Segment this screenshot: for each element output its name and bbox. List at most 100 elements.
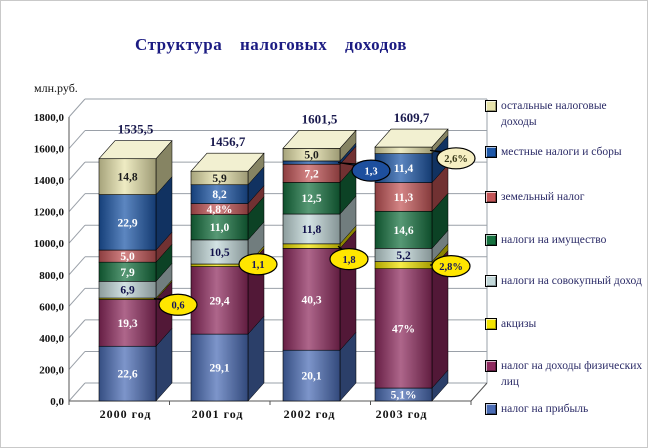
bar-segment bbox=[98, 345, 157, 402]
callout-0,6: 0,6 bbox=[153, 293, 198, 316]
segment-value-label: 40,3 bbox=[301, 294, 321, 306]
segment-value-label: 47% bbox=[392, 323, 415, 335]
bar-top-face bbox=[98, 140, 173, 160]
bar-segment bbox=[190, 214, 249, 241]
segment-value-label: 14,8 bbox=[117, 172, 137, 184]
legend-item: налоги на совокупный доход bbox=[485, 273, 645, 289]
bar-segment bbox=[190, 239, 249, 265]
legend-swatch-icon bbox=[485, 146, 497, 158]
segment-value-label: 11,8 bbox=[302, 224, 322, 236]
y-tick-label: 800,0 bbox=[39, 270, 64, 282]
segment-value-label: 5,1% bbox=[391, 390, 417, 402]
gridline-connector bbox=[68, 161, 86, 181]
bar-segment bbox=[190, 266, 249, 335]
segment-value-label: 19,3 bbox=[117, 318, 137, 330]
bar-segment bbox=[374, 146, 433, 154]
legend-item: местные налоги и сборы bbox=[485, 144, 645, 160]
bar-total-label: 1609,7 bbox=[394, 110, 430, 125]
callout-1,1: 1,1 bbox=[238, 253, 278, 276]
y-tick-label: 1000,0 bbox=[34, 238, 65, 250]
segment-value-label: 14,6 bbox=[393, 225, 413, 237]
y-tick-label: 600,0 bbox=[39, 301, 64, 313]
legend-item-label: земельный налог bbox=[501, 191, 585, 203]
segment-value-label: 11,3 bbox=[394, 192, 414, 204]
legend-item: налог на доходы физических лиц bbox=[485, 358, 645, 390]
segment-value-label: 8,2 bbox=[212, 189, 227, 201]
segment-value-label: 7,2 bbox=[304, 168, 319, 180]
segment-value-label: 10,5 bbox=[209, 247, 229, 259]
segment-value-label: 7,9 bbox=[120, 267, 135, 279]
y-tick-label: 1400,0 bbox=[34, 175, 65, 187]
y-tick-label: 400,0 bbox=[39, 333, 64, 345]
legend-item: остальные налоговые доходы bbox=[485, 98, 645, 130]
legend-swatch-icon bbox=[485, 191, 497, 203]
legend-swatch-icon bbox=[485, 318, 497, 330]
legend-swatch-icon bbox=[485, 100, 497, 112]
gridline-connector bbox=[68, 224, 86, 244]
callout-1,8: 1,8 bbox=[329, 245, 369, 271]
segment-value-label: 6,9 bbox=[120, 285, 135, 297]
bar-2001: 29,1 29,4 10,5 11,0 4,8% 8,2 5,9 1456,7 2001 год bbox=[190, 134, 265, 421]
legend-item: акцизы bbox=[485, 316, 645, 332]
legend-swatch-icon bbox=[485, 360, 497, 372]
legend-item-label: налог на доходы физических лиц bbox=[501, 360, 643, 389]
floor-right-edge bbox=[470, 382, 488, 402]
y-tick-label: 1800,0 bbox=[34, 112, 65, 124]
segment-value-label: 4,8% bbox=[207, 204, 233, 216]
bar-top-face bbox=[190, 152, 265, 172]
legend-swatch-icon bbox=[485, 275, 497, 287]
gridline-connector bbox=[68, 319, 86, 339]
gridline-connector bbox=[68, 256, 86, 276]
gridline-connector bbox=[68, 193, 86, 212]
bar-total-label: 1535,5 bbox=[118, 122, 154, 137]
segment-value-label: 22,6 bbox=[117, 369, 137, 381]
bar-2000: 22,6 19,3 6,9 7,9 5,0 22,9 14,8 1535,5 2000 год bbox=[98, 122, 173, 421]
legend-item-label: налог на прибыль bbox=[501, 403, 589, 415]
legend-swatch-icon bbox=[485, 403, 497, 415]
bar-segment bbox=[374, 268, 433, 389]
bar-segment bbox=[374, 261, 433, 269]
legend-item-label: остальные налоговые доходы bbox=[501, 100, 607, 129]
gridline-connector bbox=[68, 382, 86, 402]
bar-top-face bbox=[282, 130, 357, 149]
gridline-connector bbox=[68, 288, 86, 307]
segment-value-label: 11,0 bbox=[210, 222, 230, 234]
callout-1,3: 1,3 bbox=[337, 159, 391, 182]
x-category-label: 2002 год bbox=[284, 407, 336, 421]
bar-segment bbox=[374, 182, 433, 212]
bar-top-face bbox=[374, 128, 449, 148]
callout-2,6%: 2,6% bbox=[429, 147, 476, 170]
legend-swatch-icon bbox=[485, 234, 497, 246]
legend-item: налоги на имущество bbox=[485, 232, 645, 248]
callout-value-label: 1,3 bbox=[364, 166, 377, 177]
x-category-label: 2003 год bbox=[376, 407, 428, 421]
callout-value-label: 1,8 bbox=[342, 255, 355, 266]
callout-bubble bbox=[431, 255, 471, 278]
callout-value-label: 0,6 bbox=[171, 301, 184, 312]
segment-value-label: 20,1 bbox=[301, 371, 321, 383]
y-axis-unit-label: млн.руб. bbox=[34, 81, 78, 95]
segment-value-label: 12,5 bbox=[301, 193, 321, 205]
gridline-connector bbox=[68, 130, 86, 149]
bar-segment bbox=[282, 213, 341, 245]
y-tick-label: 200,0 bbox=[39, 364, 64, 376]
legend-item-label: акцизы bbox=[501, 318, 537, 330]
segment-value-label: 29,4 bbox=[209, 295, 229, 307]
callout-value-label: 1,1 bbox=[251, 260, 264, 271]
y-tick-label: 1600,0 bbox=[34, 144, 65, 156]
bar-segment bbox=[282, 243, 341, 249]
callout-bubble bbox=[351, 159, 391, 182]
segment-value-label: 5,0 bbox=[120, 251, 135, 263]
segment-value-label: 5,2 bbox=[396, 250, 411, 262]
legend-item-label: налоги на совокупный доход bbox=[501, 275, 642, 287]
chart-title: Структура налоговых доходов bbox=[135, 35, 407, 54]
callout-value-label: 2,6% bbox=[444, 154, 468, 165]
bar-total-label: 1601,5 bbox=[302, 111, 338, 126]
bar-2003: 5,1% 47% 5,2 14,6 11,3 11,4 1609,7 2003 год bbox=[374, 110, 449, 421]
legend-item: налог на прибыль bbox=[485, 401, 645, 417]
segment-value-label: 5,9 bbox=[212, 173, 227, 185]
callout-value-label: 2,8% bbox=[439, 262, 463, 273]
bar-segment bbox=[374, 210, 433, 249]
